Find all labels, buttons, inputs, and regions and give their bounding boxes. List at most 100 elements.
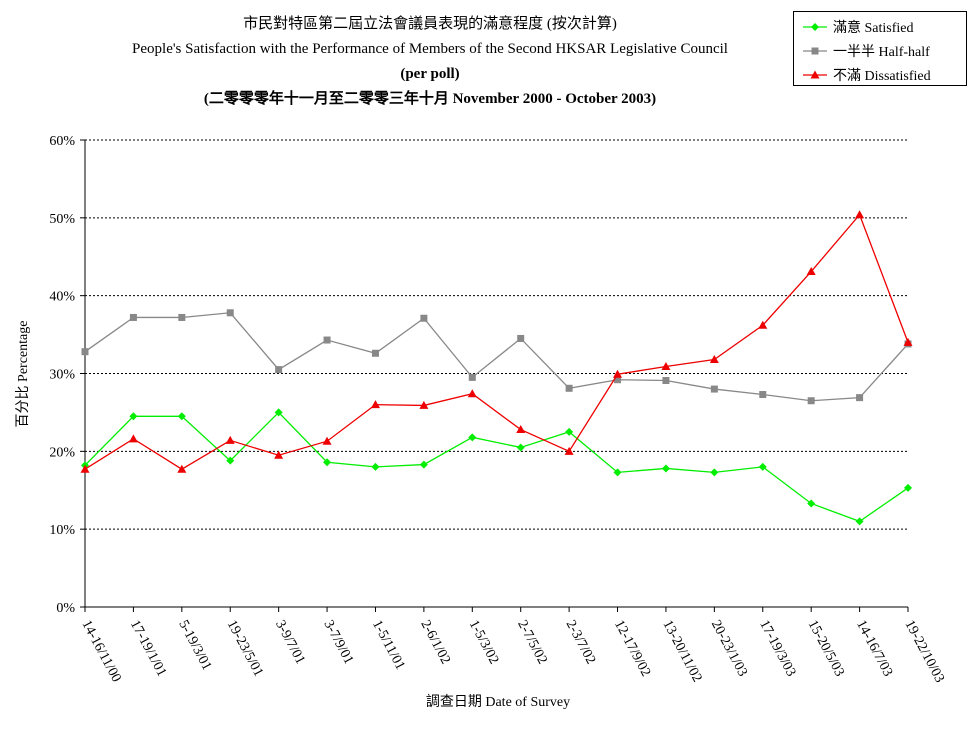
series-half-half xyxy=(81,309,912,405)
data-point xyxy=(565,384,573,392)
data-point xyxy=(613,369,623,378)
data-point xyxy=(661,361,671,370)
gridlines xyxy=(85,139,908,530)
y-tick-label: 30% xyxy=(49,368,75,383)
data-point xyxy=(759,391,767,399)
data-point xyxy=(371,462,380,471)
data-point xyxy=(178,313,186,321)
chart-title-zh: 市民對特區第二屆立法會議員表現的滿意程度 (按次計算) xyxy=(243,16,617,32)
chart-title-en: People's Satisfaction with the Performan… xyxy=(132,41,728,57)
axes xyxy=(80,139,909,612)
x-tick-label: 2-6/1/02 xyxy=(417,618,453,667)
data-point xyxy=(129,412,138,421)
legend-entries: 滿意 Satisfied 一半半 Half-half 不滿 Dissatisfied xyxy=(803,19,931,84)
data-point xyxy=(322,436,332,445)
series-line-half-half xyxy=(84,312,909,402)
legend-marker xyxy=(810,70,820,79)
series-line-satisfied xyxy=(84,411,909,523)
data-point xyxy=(323,336,331,344)
data-point xyxy=(371,349,379,357)
legend-marker xyxy=(811,23,819,31)
data-point xyxy=(274,450,284,459)
data-point xyxy=(226,456,235,465)
data-point xyxy=(710,385,718,393)
data-point xyxy=(661,464,670,473)
y-tick-label: 10% xyxy=(49,523,75,538)
chart-subtitle-per-poll: (per poll) xyxy=(400,66,460,82)
data-point xyxy=(370,400,380,409)
x-tick-label: 15-20/5/03 xyxy=(805,618,847,679)
x-tick-label: 19-23/5/01 xyxy=(224,618,266,679)
legend-label-half-half: 一半半 Half-half xyxy=(833,44,930,60)
data-point xyxy=(420,314,428,322)
data-point xyxy=(177,412,186,421)
data-point xyxy=(564,446,574,455)
x-tick-label: 19-22/10/03 xyxy=(901,618,946,685)
data-point xyxy=(855,517,864,526)
chart-titles: 市民對特區第二屆立法會議員表現的滿意程度 (按次計算) People's Sat… xyxy=(0,12,860,112)
data-point xyxy=(516,425,526,434)
data-point xyxy=(516,443,525,452)
data-point xyxy=(807,499,816,508)
x-tick-label: 17-19/3/03 xyxy=(756,618,798,679)
data-point xyxy=(129,313,137,321)
x-tick-label: 14-16/11/00 xyxy=(78,618,123,685)
x-tick-label: 20-23/1/03 xyxy=(708,618,750,679)
x-tick-label: 14-16/7/03 xyxy=(853,618,895,679)
x-tick-label: 2-3/7/02 xyxy=(563,618,599,667)
data-point xyxy=(274,408,283,417)
series-dissatisfied xyxy=(80,210,913,473)
data-point xyxy=(467,389,477,398)
x-tick-label: 2-7/5/02 xyxy=(514,618,550,667)
y-tick-labels: 0% 10% 20% 30% 40% 50% 60% xyxy=(49,134,75,616)
data-point xyxy=(904,483,912,492)
data-point xyxy=(80,464,90,473)
data-point xyxy=(614,376,622,384)
data-point xyxy=(855,210,865,219)
data-point xyxy=(419,460,428,469)
data-point xyxy=(856,394,864,402)
series-line-dissatisfied xyxy=(84,213,909,470)
legend-label-satisfied: 滿意 Satisfied xyxy=(833,19,914,36)
data-point xyxy=(468,373,476,381)
chart-subtitle-period: (二零零零年十一月至二零零三年十月 November 2000 - Octobe… xyxy=(203,91,657,107)
series-lines xyxy=(80,210,913,526)
x-tick-label: 1-5/11/01 xyxy=(369,618,408,673)
y-axis-label: 百分比 Percentage xyxy=(15,321,31,428)
x-tick-label: 3-7/9/01 xyxy=(321,618,357,667)
legend-marker xyxy=(811,47,819,55)
data-point xyxy=(903,337,913,346)
data-point xyxy=(709,354,719,363)
data-point xyxy=(613,468,622,477)
data-point xyxy=(275,366,283,374)
data-point xyxy=(662,377,670,385)
x-tick-labels: 14-16/11/00 17-19/1/01 5-19/3/01 19-23/5/01… xyxy=(78,618,946,685)
data-point xyxy=(225,435,235,444)
x-axis-label: 調查日期 Date of Survey xyxy=(426,694,570,710)
data-point xyxy=(758,462,767,471)
data-point xyxy=(226,309,234,317)
y-tick-label: 60% xyxy=(49,134,75,149)
data-point xyxy=(323,458,332,467)
data-point xyxy=(806,267,816,276)
data-point xyxy=(758,320,768,329)
x-tick-label: 12-17/9/02 xyxy=(611,618,653,679)
x-tick-label: 5-19/3/01 xyxy=(175,618,214,673)
data-point xyxy=(807,397,815,405)
series-satisfied xyxy=(81,408,912,526)
data-point xyxy=(517,334,525,342)
data-point xyxy=(177,464,187,473)
data-point xyxy=(81,348,89,356)
x-tick-label: 3-9/7/01 xyxy=(272,618,308,667)
data-point xyxy=(710,468,719,477)
data-point xyxy=(128,434,138,443)
legend: 滿意 Satisfied 一半半 Half-half 不滿 Dissatisfied xyxy=(793,11,967,86)
y-tick-label: 0% xyxy=(56,601,75,616)
legend-label-dissatisfied: 不滿 Dissatisfied xyxy=(833,68,931,84)
x-tick-label: 13-20/11/02 xyxy=(659,618,704,685)
y-tick-label: 20% xyxy=(49,445,75,460)
data-point xyxy=(565,427,574,436)
data-point xyxy=(468,433,477,442)
y-tick-label: 50% xyxy=(49,212,75,227)
